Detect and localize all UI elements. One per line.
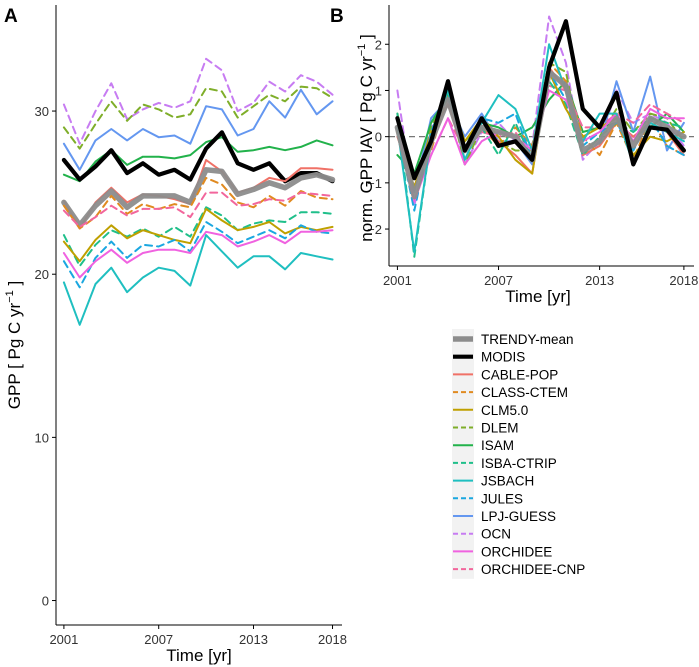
panel-b-x-tick-label: 2007 <box>484 273 513 288</box>
panel-label-b: B <box>330 6 344 27</box>
legend-label-jules: JULES <box>481 491 523 506</box>
legend-label-dlem: DLEM <box>481 421 519 436</box>
legend-label-isam: ISAM <box>481 438 514 453</box>
panel-a-series-orchidee <box>62 229 334 279</box>
panel-a-series-modis <box>61 130 335 184</box>
panel-a-series-trendy-mean <box>61 167 336 229</box>
legend-label-modis: MODIS <box>481 350 525 365</box>
legend-key-background <box>452 329 474 579</box>
panel-a-x-tick-label: 2013 <box>239 632 268 647</box>
panel-b-y-tick-label: −2 <box>367 222 382 237</box>
legend: TRENDY-mean MODIS CABLE-POP CLASS-CTEM CLM5.… <box>452 329 585 579</box>
legend-label-clm5-0: CLM5.0 <box>481 403 528 418</box>
panel-b-x-axis-label: Time [yr] <box>505 287 570 306</box>
panel-a-series-jules <box>62 221 334 289</box>
panel-a-series-lpj-guess <box>62 88 334 171</box>
panel-a-series-ocn <box>62 57 334 145</box>
panel-b-series-modis <box>395 19 687 181</box>
panel-b-x-tick-label: 2001 <box>383 273 412 288</box>
panel-a-x-tick-label: 2007 <box>144 632 173 647</box>
panel-a-x-tick-label: 2001 <box>49 632 78 647</box>
panel-b-y-tick-label: 0 <box>375 130 382 145</box>
panel-b-x-tick-label: 2018 <box>669 273 698 288</box>
panel-b-y-tick-label: 1 <box>375 83 382 98</box>
legend-label-isba-ctrip: ISBA-CTRIP <box>481 456 557 471</box>
panel-a-series-dlem <box>62 85 334 150</box>
panel-a-series-jsbach <box>62 234 334 326</box>
panel-b-y-tick-label: −1 <box>367 176 382 191</box>
panel-a-gpp-chart: 0 10 20 30 2001 2007 2013 2018 Time [yr] GPP [ … <box>4 5 347 665</box>
legend-label-orchidee-cnp: ORCHIDEE-CNP <box>481 562 585 577</box>
panel-b-y-tick-label: 2 <box>375 37 382 52</box>
legend-label-class-ctem: CLASS-CTEM <box>481 385 568 400</box>
panel-b-y-axis-label: norm. GPP IAV [ Pg C yr−1 ] <box>356 34 376 241</box>
panel-b-x-tick-label: 2013 <box>585 273 614 288</box>
panel-a-series-orchidee-cnp <box>62 191 334 228</box>
legend-label-cable-pop: CABLE-POP <box>481 367 558 382</box>
panel-a-x-tick-label: 2018 <box>318 632 347 647</box>
panel-a-y-tick-label: 20 <box>35 267 49 282</box>
legend-label-lpj-guess: LPJ-GUESS <box>481 509 556 524</box>
panel-a-series-class-ctem <box>62 176 334 230</box>
panel-a-y-tick-label: 30 <box>35 104 49 119</box>
legend-label-jsbach: JSBACH <box>481 474 534 489</box>
legend-label-orchidee: ORCHIDEE <box>481 544 552 559</box>
legend-label-ocn: OCN <box>481 527 511 542</box>
panel-a-x-axis-label: Time [yr] <box>166 646 231 665</box>
panel-a-y-tick-label: 0 <box>42 594 49 609</box>
panel-a-series-clm5-0 <box>62 207 334 263</box>
panel-a-y-tick-label: 10 <box>35 430 49 445</box>
panel-label-a: A <box>4 6 18 27</box>
panel-a-y-axis-label: GPP [ Pg C yr−1 ] <box>4 281 24 409</box>
legend-label-trendy-mean: TRENDY-mean <box>481 332 574 347</box>
panel-b-iav-chart: −2 −1 0 1 2 2001 2007 2013 2018 Time [yr] norm. … <box>356 5 698 306</box>
panel-a-series-isba-ctrip <box>62 206 334 268</box>
